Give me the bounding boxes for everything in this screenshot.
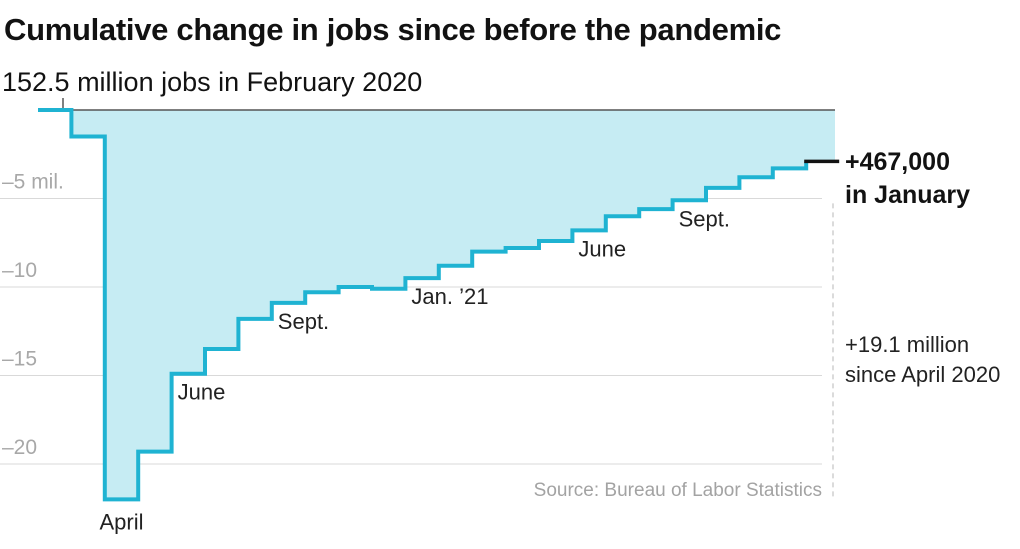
- month-label: Sept.: [278, 309, 329, 334]
- month-label: June: [178, 380, 226, 405]
- month-labels: April June Sept. Jan. ’21 June Sept.: [99, 206, 729, 534]
- y-tick-label: –20: [2, 436, 37, 459]
- y-tick-label: –10: [2, 259, 37, 282]
- source-note: Source: Bureau of Labor Statistics: [534, 480, 822, 501]
- chart-title: Cumulative change in jobs since before t…: [4, 12, 782, 47]
- latest-period-label: in January: [845, 181, 970, 209]
- recovery-label-line1: +19.1 million: [845, 332, 969, 357]
- month-label: Sept.: [679, 206, 730, 231]
- recovery-label-line2: since April 2020: [845, 362, 1000, 387]
- latest-change-label: +467,000: [845, 148, 950, 176]
- month-label: April: [99, 509, 143, 534]
- y-axis-ticks: –5 mil. –10 –15 –20: [2, 171, 64, 460]
- area-fill: [38, 110, 835, 500]
- y-tick-label: –15: [2, 348, 37, 371]
- baseline-label: 152.5 million jobs in February 2020: [2, 67, 422, 97]
- month-label: Jan. ’21: [411, 284, 488, 309]
- series-line: [38, 108, 809, 502]
- month-label: June: [578, 236, 626, 261]
- y-tick-label: –5 mil.: [2, 171, 64, 194]
